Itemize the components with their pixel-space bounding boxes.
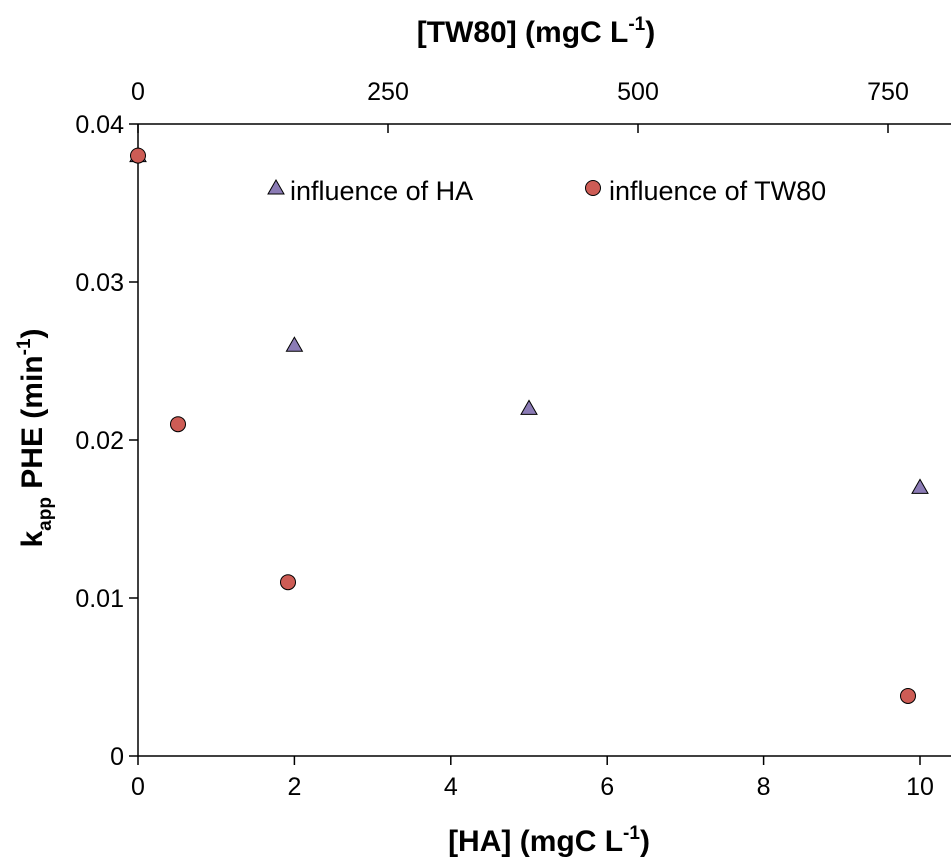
y-tick-label: 0.01 — [75, 585, 124, 613]
data-points — [129, 146, 929, 704]
y-tick-label: 0.04 — [75, 111, 124, 139]
ha-point — [911, 478, 929, 494]
x-bottom-tick-label: 4 — [444, 773, 458, 801]
x-bottom-tick-label: 10 — [906, 773, 934, 801]
y-axis-title: kapp PHE (min-1) — [14, 328, 56, 547]
axes — [137, 123, 951, 757]
x-top-tick-label: 750 — [867, 78, 909, 106]
x-top-ticks: 0 250 500 750 — [131, 78, 909, 133]
tw80-point — [170, 416, 186, 433]
ha-point — [520, 399, 538, 415]
y-ticks: 0 0.01 0.02 0.03 0.04 — [75, 111, 138, 771]
x-bottom-tick-label: 0 — [131, 773, 145, 801]
x-bottom-tick-label: 2 — [287, 773, 301, 801]
legend-label-tw80: influence of TW80 — [609, 176, 826, 206]
x-top-tick-label: 500 — [617, 78, 659, 106]
legend-marker-triangle — [267, 178, 285, 195]
legend-label-ha: influence of HA — [290, 176, 473, 206]
x-top-tick-label: 250 — [367, 78, 409, 106]
legend-item-tw80: influence of TW80 — [585, 176, 826, 206]
x-top-tick-label: 0 — [131, 78, 145, 106]
y-tick-label: 0.03 — [75, 269, 124, 297]
tw80-point — [130, 147, 146, 164]
legend-marker-circle — [585, 180, 601, 196]
x-axis-bottom-title: [HA] (mgC L-1) — [448, 823, 650, 858]
y-tick-label: 0.02 — [75, 427, 124, 455]
tw80-point — [280, 574, 296, 591]
x-bottom-ticks: 0 2 4 6 8 10 — [131, 756, 934, 801]
legend: influence of HA influence of TW80 — [267, 176, 826, 206]
x-bottom-tick-label: 6 — [600, 773, 614, 801]
legend-item-ha: influence of HA — [267, 176, 473, 206]
x-bottom-tick-label: 8 — [757, 773, 771, 801]
tw80-point — [900, 687, 916, 704]
x-axis-top-title: [TW80] (mgC L-1) — [417, 14, 656, 49]
y-tick-label: 0 — [110, 743, 124, 771]
ha-point — [285, 336, 304, 352]
